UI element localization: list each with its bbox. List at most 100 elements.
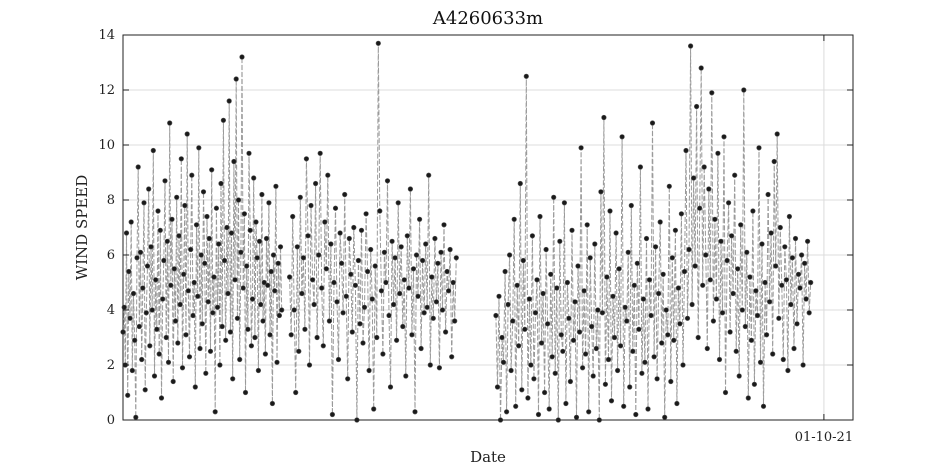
data-point xyxy=(410,266,417,272)
data-point xyxy=(313,180,319,187)
data-point xyxy=(450,279,456,286)
data-point xyxy=(186,354,193,360)
data-point xyxy=(689,301,695,308)
data-point xyxy=(181,271,187,277)
data-point xyxy=(335,356,342,363)
data-point xyxy=(326,318,333,324)
data-point xyxy=(715,150,721,156)
data-point xyxy=(514,282,520,288)
data-point xyxy=(212,409,218,415)
data-point xyxy=(706,186,712,192)
data-point xyxy=(290,213,296,220)
data-point xyxy=(430,315,436,321)
data-point xyxy=(415,293,421,299)
data-point xyxy=(409,332,415,338)
data-point xyxy=(191,279,197,286)
data-point xyxy=(127,315,133,321)
data-point xyxy=(253,219,259,225)
data-point xyxy=(269,400,276,407)
data-point xyxy=(745,395,751,401)
data-point xyxy=(794,321,800,327)
data-point xyxy=(156,351,162,357)
data-point xyxy=(567,378,574,385)
data-point xyxy=(782,244,788,250)
data-point xyxy=(628,202,634,209)
data-point xyxy=(765,191,771,198)
data-point xyxy=(687,43,694,49)
data-point xyxy=(377,208,383,214)
data-point xyxy=(572,299,578,305)
data-point xyxy=(611,334,618,341)
data-point xyxy=(725,200,732,206)
data-point xyxy=(352,282,359,288)
data-point xyxy=(508,367,514,374)
data-point xyxy=(493,312,499,319)
data-point xyxy=(241,211,247,217)
data-point xyxy=(365,268,371,275)
data-point xyxy=(401,277,407,283)
data-point xyxy=(803,296,809,302)
data-point xyxy=(325,172,331,178)
data-point xyxy=(750,208,756,214)
data-point xyxy=(345,376,351,382)
data-point xyxy=(296,348,302,354)
data-point xyxy=(564,279,571,286)
data-point xyxy=(643,235,650,242)
data-point xyxy=(519,387,525,393)
data-point xyxy=(165,359,172,365)
y-tick-label: 14 xyxy=(98,28,115,43)
data-point xyxy=(674,400,680,407)
data-point xyxy=(424,304,430,310)
data-point xyxy=(800,362,806,368)
data-point xyxy=(220,117,226,123)
data-point xyxy=(369,296,375,302)
data-point xyxy=(372,263,378,269)
data-point xyxy=(607,208,613,214)
data-point xyxy=(136,323,142,330)
data-point xyxy=(666,183,672,189)
data-point xyxy=(139,356,145,363)
data-point xyxy=(797,285,803,291)
y-tick-label: 2 xyxy=(107,358,115,373)
data-point xyxy=(427,362,433,368)
data-point xyxy=(263,235,270,242)
data-point xyxy=(190,312,196,319)
data-point xyxy=(268,268,274,275)
data-point xyxy=(302,326,308,332)
data-point xyxy=(444,268,450,275)
data-point xyxy=(599,310,606,316)
data-point xyxy=(671,337,677,343)
series-line xyxy=(495,45,812,421)
data-point xyxy=(135,164,141,170)
data-point xyxy=(610,293,616,299)
data-point xyxy=(602,381,609,387)
data-point xyxy=(613,230,619,236)
data-point xyxy=(543,246,549,253)
data-point xyxy=(206,235,212,242)
data-point xyxy=(554,285,560,291)
data-point xyxy=(637,164,644,170)
data-point xyxy=(245,326,251,332)
data-point xyxy=(214,304,221,310)
data-point xyxy=(540,290,546,297)
data-point xyxy=(500,359,507,365)
data-point xyxy=(162,178,168,184)
data-point xyxy=(177,301,183,308)
data-point xyxy=(447,246,453,253)
data-point xyxy=(146,186,152,192)
data-point xyxy=(343,293,349,299)
data-point xyxy=(624,318,630,324)
data-point xyxy=(151,373,158,379)
data-point xyxy=(662,414,668,420)
data-point xyxy=(640,296,647,302)
data-point xyxy=(211,274,217,280)
data-point xyxy=(163,334,169,341)
y-tick-label: 4 xyxy=(107,303,115,318)
data-point xyxy=(525,395,531,401)
data-point xyxy=(449,354,455,360)
data-point xyxy=(627,384,633,390)
data-point xyxy=(551,194,557,200)
data-point xyxy=(537,213,543,220)
data-point xyxy=(636,326,642,332)
data-point xyxy=(504,409,510,415)
